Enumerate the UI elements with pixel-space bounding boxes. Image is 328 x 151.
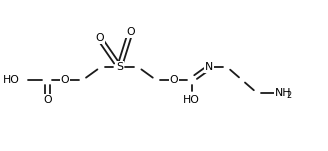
Text: O: O (43, 95, 51, 105)
Text: N: N (205, 62, 214, 72)
Text: O: O (126, 27, 134, 37)
Text: O: O (95, 33, 104, 43)
Text: O: O (61, 75, 69, 85)
Text: O: O (170, 75, 178, 85)
Text: HO: HO (3, 75, 20, 85)
Text: NH: NH (275, 88, 291, 98)
Text: S: S (116, 62, 123, 72)
Text: HO: HO (183, 95, 200, 105)
Text: 2: 2 (286, 91, 292, 100)
